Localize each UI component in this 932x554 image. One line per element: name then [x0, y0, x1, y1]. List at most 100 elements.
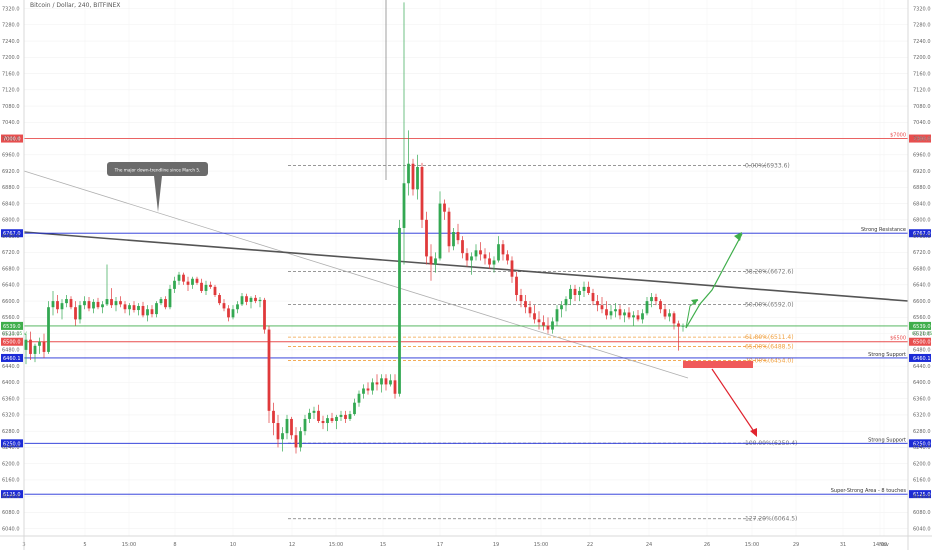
arrow-up-head-icon	[734, 232, 742, 241]
chart-title: Bitcoin / Dollar, 240, BITFINEX	[30, 2, 121, 9]
left-axis-price-tag	[1, 439, 23, 448]
projection-arrows	[683, 232, 757, 437]
y-tick-label-right: 7160.0	[913, 71, 931, 77]
annotation-pointer	[154, 176, 162, 212]
y-tick-label-right: 6800.0	[913, 218, 931, 224]
annotation-text: The major down-trendline since March 5.	[114, 168, 201, 173]
candle-body	[591, 292, 595, 302]
candle-body	[555, 309, 559, 322]
y-tick-label-right: 7240.0	[913, 39, 931, 45]
y-tick-label-left: 6320.0	[2, 413, 20, 419]
x-tick-label: 17	[437, 542, 443, 548]
candle-body	[672, 313, 676, 324]
y-tick-label-left: 6080.0	[2, 510, 20, 516]
y-tick-label-left: 7240.0	[2, 39, 20, 45]
candle-body	[74, 307, 77, 320]
candle-body	[29, 339, 32, 354]
left-axis-current-tag-text: 6460.1	[3, 356, 21, 362]
candle-body	[542, 322, 545, 326]
fib-level-label: 38.20%(6672.6)	[745, 269, 794, 276]
fib-level-label: 50.00%(6592.0)	[745, 301, 794, 308]
candle-body	[195, 278, 199, 283]
candle-body	[231, 309, 235, 318]
candle-body	[150, 309, 154, 315]
bullish-projection-line	[685, 233, 743, 329]
candle-body	[375, 382, 379, 385]
trendlines	[23, 0, 909, 379]
candle-body	[546, 325, 550, 330]
right-axis-price-tag-text: 6250.0	[913, 441, 931, 447]
candle-body	[272, 410, 275, 424]
left-axis-price-tag	[1, 229, 23, 238]
candle-body	[461, 240, 464, 254]
candle-body	[402, 183, 406, 228]
candle-body	[308, 412, 311, 419]
candle-body	[56, 301, 59, 310]
candle-body	[348, 414, 352, 419]
candle-body	[425, 219, 428, 257]
candle-body	[411, 163, 415, 190]
left-countdown-text: 01:11:05 V	[2, 331, 28, 337]
left-axis-current-tag-text: 6500.0	[3, 340, 21, 346]
fib-level-label: 127.20%(6064.5)	[745, 516, 797, 523]
candle-body	[335, 416, 338, 421]
y-tick-label-right: 6040.0	[913, 526, 931, 532]
candle-body	[164, 299, 167, 308]
right-axis-price-tag-text: 6500.0	[913, 340, 931, 346]
x-tick-label: 15	[380, 542, 386, 548]
candle-body	[420, 166, 424, 220]
x-tick-label: 19	[493, 542, 499, 548]
candle-body	[168, 288, 172, 308]
candle-body	[614, 309, 617, 312]
candle-body	[681, 325, 685, 327]
candle-body	[47, 307, 50, 352]
y-tick-label-right: 7320.0	[913, 6, 931, 12]
right-axis-price-tag	[909, 337, 931, 346]
candle-body	[51, 301, 55, 308]
candle-body	[474, 250, 478, 257]
level-right-label: $6500	[890, 336, 906, 342]
candle-body	[515, 276, 518, 296]
candle-body	[371, 382, 374, 391]
candle-body	[677, 323, 680, 327]
candle-body	[258, 299, 262, 302]
candle-body	[344, 414, 347, 419]
y-tick-label-left: 6120.0	[2, 494, 20, 500]
x-tick-label: 15:00	[534, 542, 548, 548]
fib-level-label: 61.80%(6511.4)	[745, 334, 794, 341]
candle-body	[42, 341, 46, 352]
x-tick-label: Nov	[879, 542, 889, 548]
candle-body	[537, 319, 541, 323]
candle-body	[578, 290, 581, 296]
candle-body	[506, 254, 509, 261]
right-axis-price-tag-text: 6460.1	[913, 356, 931, 362]
candle-body	[33, 345, 37, 354]
candle-body	[24, 339, 28, 350]
left-axis-current-tag	[1, 353, 23, 362]
candle-body	[321, 420, 325, 424]
right-axis-price-tag-text: 6125.0	[913, 492, 931, 498]
x-tick-label: 31	[840, 542, 846, 548]
candle-body	[582, 286, 586, 291]
descending-resistance-trendline	[23, 231, 909, 302]
candle-body	[317, 410, 320, 421]
candle-body	[470, 256, 473, 261]
candle-body	[173, 280, 176, 289]
candle-body	[551, 321, 554, 330]
candle-body	[227, 308, 230, 318]
y-tick-label-right: 7080.0	[913, 104, 931, 110]
y-tick-label-right: 7120.0	[913, 88, 931, 94]
candle-body	[524, 301, 527, 308]
candle-body	[519, 295, 523, 302]
major-down-trendline	[23, 170, 689, 379]
arrow-down-head-icon	[750, 428, 757, 437]
candle-body	[65, 299, 68, 304]
candle-body	[501, 244, 505, 255]
left-axis-price-tag	[1, 134, 23, 143]
y-tick-label-left: 6880.0	[2, 185, 20, 191]
y-tick-label-left: 6560.0	[2, 315, 20, 321]
trendline-annotation: The major down-trendline since March 5.	[107, 162, 208, 212]
candle-body	[155, 303, 158, 315]
